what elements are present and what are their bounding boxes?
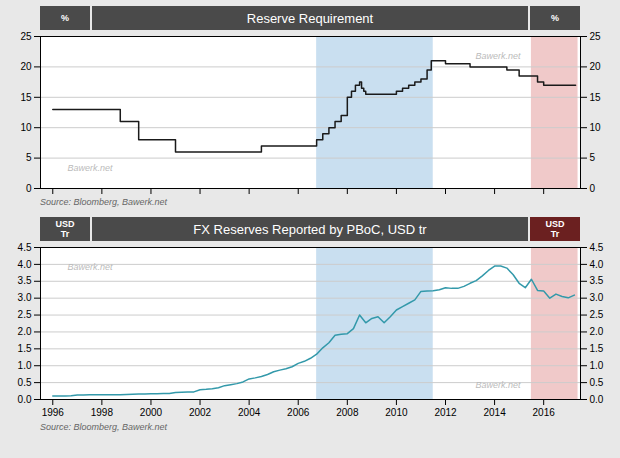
svg-text:2002: 2002: [189, 407, 212, 418]
svg-text:Bawerk.net: Bawerk.net: [475, 51, 521, 61]
svg-text:25: 25: [20, 31, 32, 42]
svg-text:1.5: 1.5: [18, 343, 32, 354]
svg-text:0.0: 0.0: [590, 394, 604, 405]
svg-text:5: 5: [26, 152, 32, 163]
svg-text:3.0: 3.0: [590, 292, 604, 303]
svg-text:1.5: 1.5: [590, 343, 604, 354]
svg-text:2.5: 2.5: [590, 309, 604, 320]
html-text:USD Tr: USD Tr: [545, 219, 565, 239]
svg-text:2.0: 2.0: [590, 326, 604, 337]
html-text:USD Tr: USD Tr: [55, 219, 75, 239]
svg-text:3.5: 3.5: [590, 275, 604, 286]
svg-text:2014: 2014: [483, 407, 506, 418]
svg-text:3.0: 3.0: [18, 292, 32, 303]
svg-text:15: 15: [590, 92, 602, 103]
svg-text:2006: 2006: [287, 407, 310, 418]
svg-text:20: 20: [590, 61, 602, 72]
svg-text:2004: 2004: [238, 407, 261, 418]
svg-text:0.0: 0.0: [18, 394, 32, 405]
svg-text:1.0: 1.0: [590, 360, 604, 371]
svg-text:0: 0: [590, 183, 596, 194]
svg-text:4.0: 4.0: [590, 259, 604, 270]
svg-text:20: 20: [20, 61, 32, 72]
svg-text:2.5: 2.5: [18, 309, 32, 320]
svg-text:25: 25: [590, 31, 602, 42]
svg-text:15: 15: [20, 92, 32, 103]
svg-text:10: 10: [590, 122, 602, 133]
svg-text:1996: 1996: [42, 407, 65, 418]
svg-text:0: 0: [26, 183, 32, 194]
svg-text:10: 10: [20, 122, 32, 133]
svg-text:5: 5: [590, 152, 596, 163]
svg-text:1.0: 1.0: [18, 360, 32, 371]
html-text:Source: Bloomberg, Bawerk.net: Source: Bloomberg, Bawerk.net: [40, 422, 168, 432]
svg-text:0.5: 0.5: [18, 377, 32, 388]
svg-text:2008: 2008: [336, 407, 359, 418]
svg-text:4.5: 4.5: [18, 242, 32, 253]
svg-text:2000: 2000: [140, 407, 163, 418]
svg-text:2016: 2016: [533, 407, 556, 418]
svg-text:Bawerk.net: Bawerk.net: [68, 163, 114, 173]
svg-text:2010: 2010: [385, 407, 408, 418]
html-text:Source: Bloomberg, Bawerk.net: Source: Bloomberg, Bawerk.net: [40, 197, 168, 207]
svg-text:Bawerk.net: Bawerk.net: [68, 262, 114, 272]
svg-text:1998: 1998: [91, 407, 114, 418]
svg-text:Bawerk.net: Bawerk.net: [475, 380, 521, 390]
svg-text:4.0: 4.0: [18, 259, 32, 270]
svg-text:3.5: 3.5: [18, 275, 32, 286]
html-text:Reserve Requirement: Reserve Requirement: [246, 10, 374, 26]
svg-text:0.5: 0.5: [590, 377, 604, 388]
svg-text:2.0: 2.0: [18, 326, 32, 337]
svg-text:2012: 2012: [434, 407, 457, 418]
svg-text:4.5: 4.5: [590, 242, 604, 253]
html-text:FX Reserves Reported by PBoC,: FX Reserves Reported by PBoC, USD tr: [193, 221, 427, 237]
